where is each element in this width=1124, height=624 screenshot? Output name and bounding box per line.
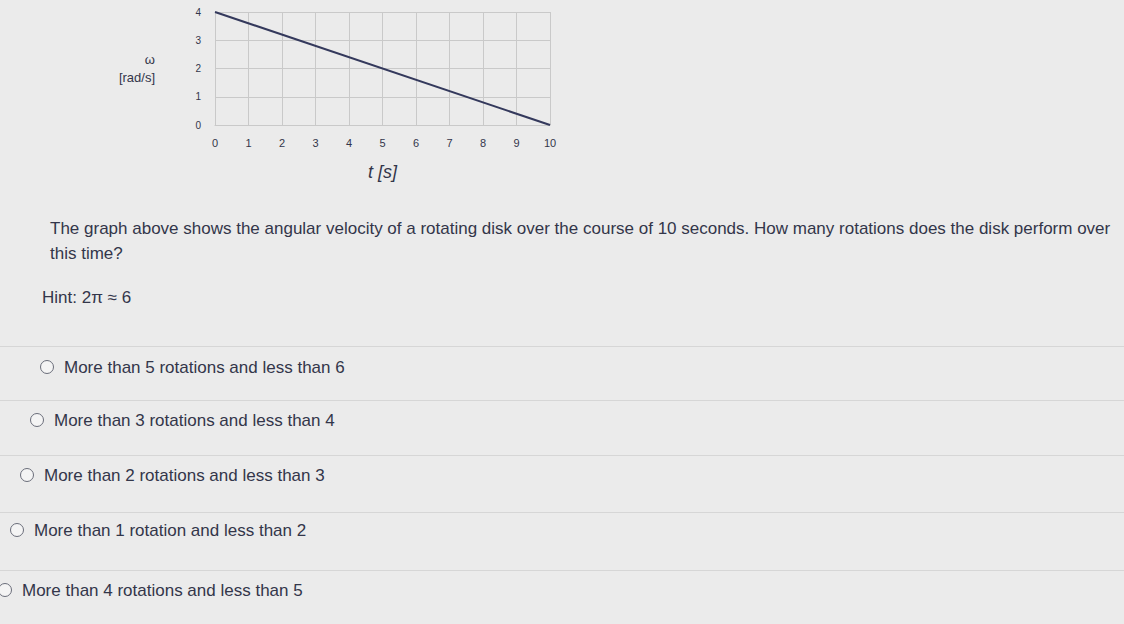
- svg-text:t [s]: t [s]: [368, 162, 398, 182]
- svg-text:2: 2: [279, 137, 285, 149]
- svg-text:ω: ω: [145, 52, 155, 67]
- svg-text:4: 4: [346, 137, 352, 149]
- svg-text:0: 0: [195, 120, 201, 131]
- svg-text:3: 3: [195, 35, 201, 46]
- html-text:Hint: 2π ≈ 6: Hint: 2π ≈ 6: [42, 288, 132, 307]
- html-text:More than 4 rotations and less: More than 4 rotations and less than 5: [22, 581, 303, 600]
- svg-text:10: 10: [544, 137, 556, 149]
- svg-text:0: 0: [212, 137, 218, 149]
- svg-text:[rad/s]: [rad/s]: [119, 70, 155, 85]
- html-text:More than 3 rotations and less: More than 3 rotations and less than 4: [54, 411, 335, 430]
- svg-text:9: 9: [513, 137, 519, 149]
- svg-text:6: 6: [413, 137, 419, 149]
- html-text:The graph above shows the angu: The graph above shows the angular veloci…: [50, 219, 1111, 263]
- svg-text:7: 7: [446, 137, 452, 149]
- html-text:More than 5 rotations and less: More than 5 rotations and less than 6: [64, 358, 345, 377]
- svg-text:1: 1: [245, 137, 251, 149]
- svg-text:4: 4: [195, 7, 201, 18]
- svg-text:8: 8: [480, 137, 486, 149]
- svg-text:1: 1: [195, 91, 201, 102]
- svg-text:3: 3: [312, 137, 318, 149]
- svg-text:5: 5: [379, 137, 385, 149]
- html-text:More than 2 rotations and less: More than 2 rotations and less than 3: [44, 466, 325, 485]
- svg-text:2: 2: [195, 63, 201, 74]
- html-text:More than 1 rotation and less: More than 1 rotation and less than 2: [34, 521, 307, 540]
